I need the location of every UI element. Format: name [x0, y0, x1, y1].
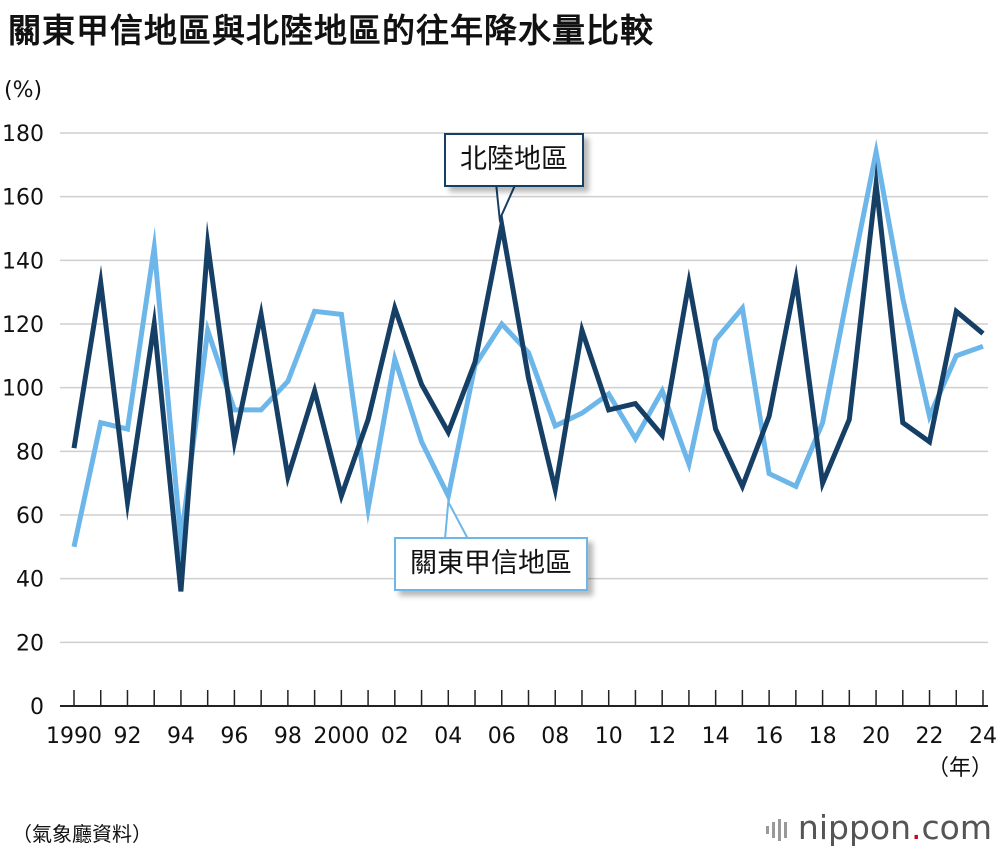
y-tick-label: 80	[16, 440, 44, 465]
x-tick-label: 2000	[313, 724, 369, 749]
logo-text: nippon	[797, 808, 912, 847]
x-tick-label: 96	[220, 724, 248, 749]
y-tick-label: 160	[2, 186, 44, 211]
series-lines	[71, 138, 985, 592]
x-tick-label: 94	[167, 724, 195, 749]
hokuriku-series-line	[71, 161, 985, 592]
x-tick-label: 92	[113, 724, 141, 749]
logo-bars-icon	[765, 810, 792, 849]
y-tick-label: 20	[16, 631, 44, 656]
logo-tail: com	[921, 808, 992, 847]
kanto-series-label: 關東甲信地區	[394, 537, 588, 591]
y-tick-labels: 0 20 40 60 80 100 120 140 160 180	[2, 122, 44, 720]
x-tick-label: 12	[648, 724, 676, 749]
x-tick-label: 16	[755, 724, 783, 749]
y-tick-label: 0	[30, 695, 44, 720]
x-ticks: 1990 92 94 96 98 2000 02 04 06 08 10 12 14 16 18 20 22 24	[46, 690, 997, 749]
y-tick-label: 40	[16, 568, 44, 593]
y-axis-unit: (%)	[4, 78, 43, 103]
kanto-series-line	[71, 138, 984, 564]
x-tick-label: 06	[488, 724, 516, 749]
source-note: （氣象廳資料）	[12, 822, 152, 846]
nippon-logo: nippon.com	[765, 808, 992, 849]
x-tick-label: 08	[541, 724, 569, 749]
x-tick-label: 20	[862, 724, 890, 749]
hokuriku-series-label: 北陸地區	[444, 133, 584, 187]
chart-title: 關東甲信地區與北陸地區的往年降水量比較	[8, 11, 654, 50]
x-tick-label: 14	[702, 724, 730, 749]
hokuriku-callout-pointer	[494, 182, 518, 224]
x-tick-label: 22	[916, 724, 944, 749]
x-tick-label: 10	[595, 724, 623, 749]
x-tick-label: 02	[381, 724, 409, 749]
grid-lines	[60, 132, 988, 707]
x-axis-unit: （年）	[927, 756, 993, 781]
x-tick-label: 24	[969, 724, 997, 749]
y-tick-label: 60	[16, 504, 44, 529]
x-tick-label: 1990	[46, 724, 102, 749]
y-tick-label: 120	[2, 313, 44, 338]
y-tick-label: 180	[2, 122, 44, 147]
x-tick-label: 18	[809, 724, 837, 749]
y-tick-label: 100	[2, 377, 44, 402]
logo-dot: .	[911, 808, 922, 847]
x-tick-label: 04	[434, 724, 462, 749]
x-tick-label: 98	[274, 724, 302, 749]
y-tick-label: 140	[2, 249, 44, 274]
kanto-callout-pointer	[443, 498, 470, 540]
